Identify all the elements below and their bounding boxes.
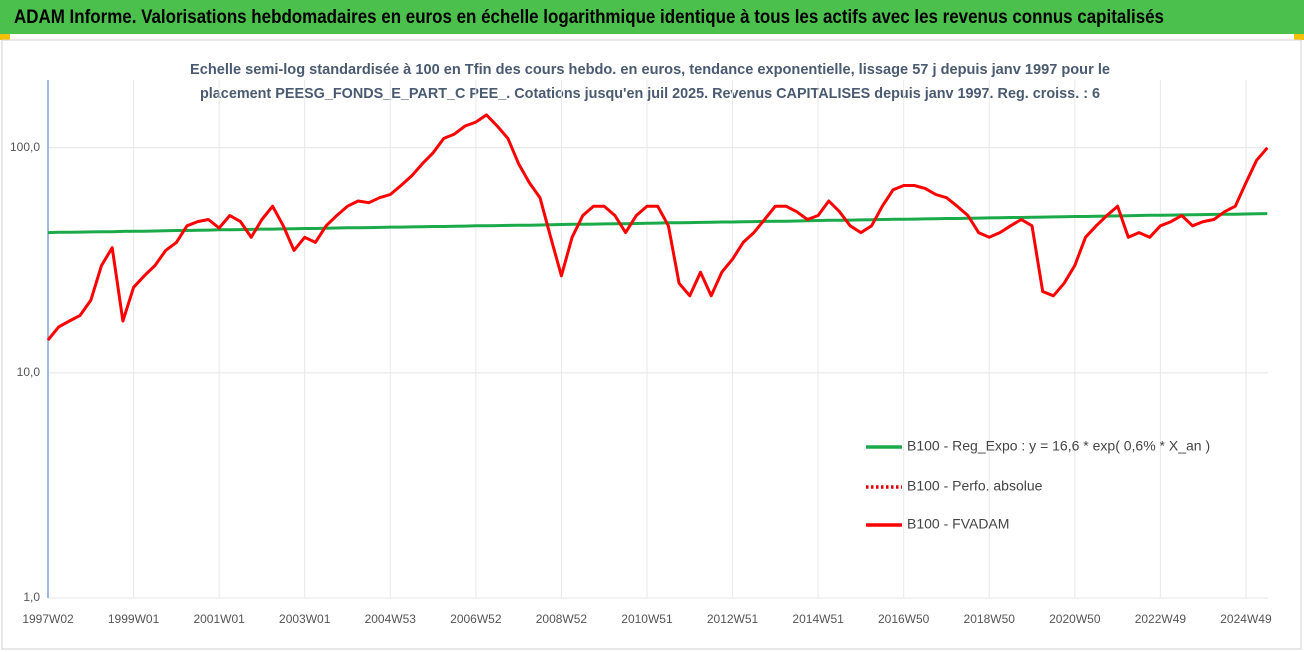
y-tick-label: 10,0 — [17, 365, 41, 379]
legend-label: B100 - Reg_Expo : y = 16,6 * exp( 0,6% *… — [907, 438, 1210, 454]
series-line — [46, 113, 1269, 341]
x-tick-label: 2016W50 — [878, 612, 930, 626]
chart-subtitle: Echelle semi-log standardisée à 100 en T… — [190, 61, 1110, 78]
y-tick-label: 100,0 — [10, 140, 40, 154]
x-tick-label: 2004W53 — [365, 612, 417, 626]
x-tick-label: 2014W51 — [792, 612, 844, 626]
x-tick-label: 2010W51 — [621, 612, 673, 626]
legend-label: B100 - FVADAM — [907, 516, 1009, 532]
corner — [1294, 34, 1304, 40]
chart-frame — [1, 39, 1302, 650]
chart-subtitle: placement PEESG_FONDS_E_PART_C PEE_. Cot… — [200, 85, 1100, 102]
x-tick-label: 1999W01 — [108, 612, 160, 626]
corner — [0, 34, 10, 40]
header-title: ADAM Informe. Valorisations hebdomadaire… — [14, 7, 1164, 28]
header-band — [0, 0, 1304, 34]
x-tick-label: 2018W50 — [964, 612, 1016, 626]
series-line — [47, 113, 1269, 341]
x-tick-label: 2003W01 — [279, 612, 331, 626]
x-tick-label: 2022W49 — [1135, 612, 1187, 626]
legend-label: B100 - Perfo. absolue — [907, 478, 1043, 494]
x-tick-label: 2001W01 — [193, 612, 245, 626]
x-tick-label: 2008W52 — [536, 612, 588, 626]
y-tick-label: 1,0 — [23, 590, 40, 604]
x-tick-label: 1997W02 — [22, 612, 74, 626]
x-tick-label: 2024W49 — [1220, 612, 1272, 626]
x-tick-label: 2020W50 — [1049, 612, 1101, 626]
series-line — [47, 212, 1268, 235]
x-tick-label: 2006W52 — [450, 612, 502, 626]
x-tick-label: 2012W51 — [707, 612, 759, 626]
